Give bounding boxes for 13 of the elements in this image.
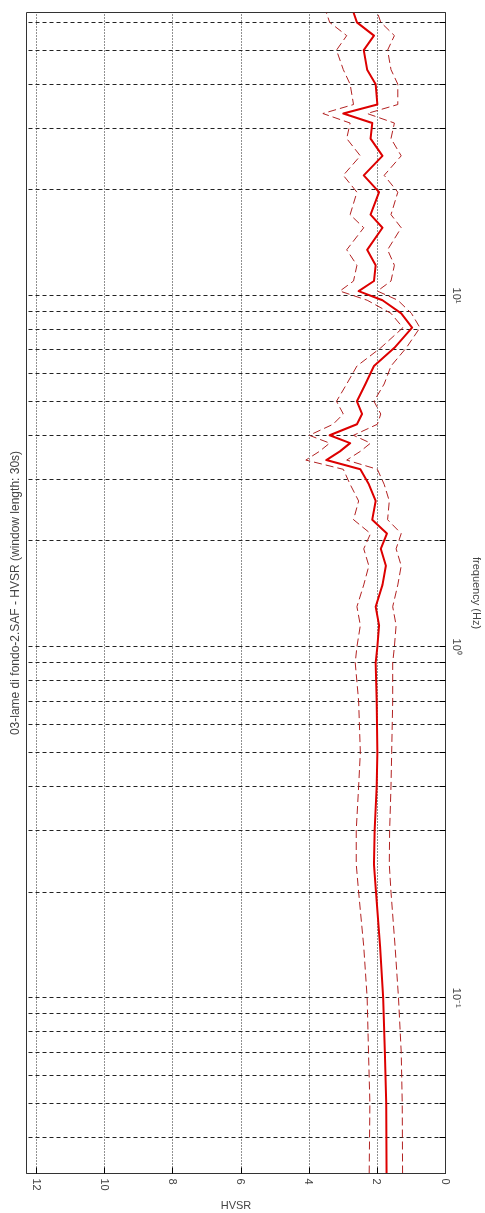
x-tick-label: 6: [235, 1178, 248, 1185]
x-tick-label: 10: [98, 1178, 111, 1191]
text: 03-lame di fondo-2.SAF - HVSR (window length: 30s): [7, 450, 22, 736]
y-tick-label: 10¹: [450, 287, 463, 304]
x-tick-label: 4: [303, 1178, 316, 1185]
x-axis-title: HVSR: [220, 1198, 252, 1211]
y-axis-title: frequency (Hz): [470, 556, 483, 630]
x-tick-label: 8: [166, 1178, 179, 1185]
x-tick-label: 0: [439, 1178, 452, 1185]
y-tick-label: 10⁰: [450, 638, 463, 655]
y-tick-label: 10⁻¹: [450, 987, 463, 1009]
x-tick-label: 2: [371, 1178, 384, 1185]
x-tick-label: 12: [30, 1178, 43, 1191]
